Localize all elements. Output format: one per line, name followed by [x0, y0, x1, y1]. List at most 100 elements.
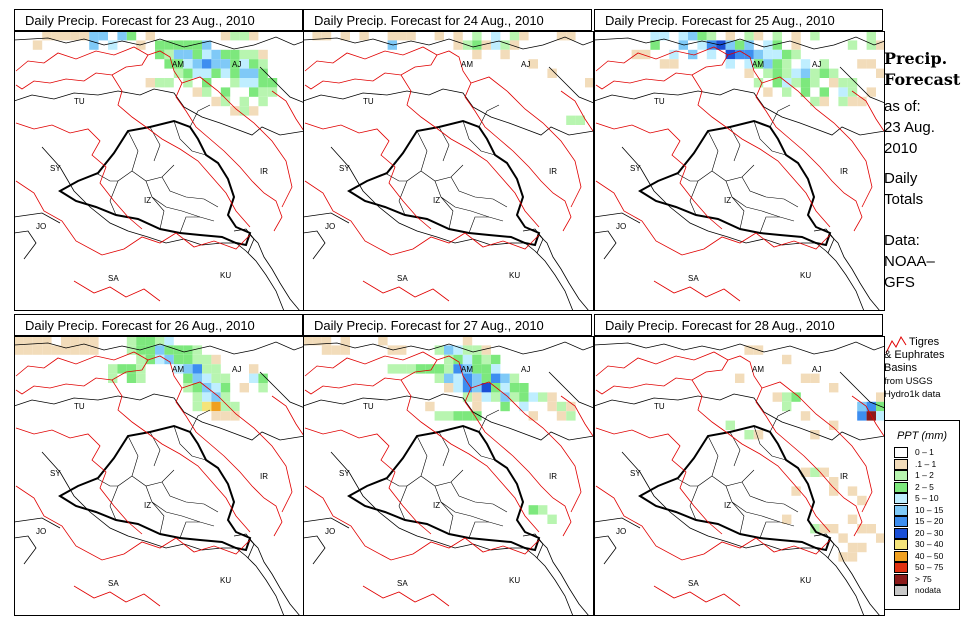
country-border: [183, 106, 305, 136]
map-27aug: AM AJ TU SY IR IZ JO SA KU: [303, 336, 594, 616]
country-border: [14, 535, 37, 565]
map-28aug: AM AJ TU SY IR IZ JO SA KU: [594, 336, 885, 616]
legend-swatch: [894, 527, 908, 539]
legend-item: 30 – 40: [885, 539, 959, 551]
precip-cell: [126, 364, 137, 374]
basin-outline: [470, 381, 582, 513]
basin-outline: [400, 74, 540, 228]
precip-cell: [89, 336, 99, 346]
precip-cell: [453, 383, 463, 393]
map-label-am: AM: [461, 365, 473, 374]
country-border: [594, 341, 885, 355]
precip-cell: [491, 373, 501, 383]
data-line2: NOAA–: [884, 253, 935, 270]
map-label-sa: SA: [688, 274, 699, 283]
precip-cell: [173, 59, 184, 69]
legend-swatch: [894, 481, 908, 493]
precip-cell: [220, 373, 231, 383]
precip-cell: [303, 336, 313, 346]
precip-cell: [800, 467, 811, 477]
precip-cell: [359, 31, 369, 41]
basin-outline: [15, 46, 149, 90]
province-border: [731, 501, 745, 535]
legend-label: 10 – 15: [915, 504, 944, 515]
basin-outline: [691, 74, 831, 228]
map-label-iz: IZ: [144, 196, 151, 205]
precip-cell: [472, 383, 482, 393]
map-label-sy: SY: [339, 469, 350, 478]
precip-cell: [500, 401, 510, 412]
province-border: [741, 481, 799, 513]
precip-cell: [810, 373, 820, 383]
precip-cell: [481, 40, 491, 50]
precip-cell: [164, 336, 174, 346]
precip-cell: [876, 411, 885, 421]
precip-cell: [472, 401, 482, 412]
precip-cell: [819, 87, 829, 97]
precip-cell: [688, 31, 698, 41]
precip-cell: [211, 96, 221, 107]
map-label-sa: SA: [108, 579, 119, 588]
map-frame: [594, 31, 885, 311]
precip-cell: [791, 392, 801, 402]
precip-cell: [211, 49, 221, 60]
legend-item: nodata: [885, 585, 959, 597]
map-label-am: AM: [172, 365, 184, 374]
basin-outline: [73, 585, 161, 607]
precip-cell: [819, 524, 829, 534]
precip-cell: [202, 49, 212, 60]
basin-outline: [304, 351, 438, 395]
province-border: [725, 180, 795, 222]
legend-item: .1 – 1: [885, 458, 959, 471]
map-label-sy: SY: [630, 469, 641, 478]
precip-cell: [340, 336, 350, 346]
precip-cell: [472, 345, 482, 355]
precip-cell: [866, 401, 876, 412]
precip-cell: [857, 524, 867, 534]
precip-cell: [249, 59, 259, 69]
country-border: [594, 535, 617, 565]
precip-cell: [566, 115, 576, 125]
country-border: [14, 341, 305, 355]
precip-cell: [650, 40, 660, 50]
precip-cell: [155, 78, 165, 88]
precip-cell: [753, 430, 764, 440]
precip-cell: [744, 59, 754, 69]
legend-label: 5 – 10: [915, 493, 939, 503]
precip-cell: [434, 364, 444, 374]
legend-item: 0 – 1: [885, 447, 959, 459]
precip-cell: [202, 392, 212, 402]
map-label-tu: TU: [363, 402, 374, 411]
precip-cell: [866, 59, 876, 69]
precip-cell: [462, 411, 473, 421]
data-line1: Data:: [884, 232, 920, 249]
daily-line1: Daily: [884, 170, 918, 187]
precip-cell: [145, 345, 155, 355]
precip-cell: [838, 87, 848, 97]
precip-cell: [800, 87, 811, 97]
precip-cell: [735, 373, 745, 383]
precip-cell: [744, 49, 754, 60]
precip-cell: [782, 354, 792, 365]
precip-cell: [556, 401, 567, 412]
basin-outline: [15, 485, 251, 561]
precip-cell: [753, 49, 764, 60]
precip-cell: [42, 336, 52, 346]
country-border: [303, 36, 594, 50]
map-label-jo: JO: [616, 527, 626, 536]
precip-cell: [211, 373, 221, 383]
precip-cell: [472, 373, 482, 383]
precip-cell: [876, 40, 885, 50]
basin-outline: [851, 395, 885, 437]
precip-cell: [211, 401, 221, 412]
precip-cell: [378, 336, 388, 346]
precip-cell: [791, 68, 801, 78]
map-label-aj: AJ: [812, 60, 821, 69]
legend-label: .1 – 1: [915, 458, 937, 469]
precip-cell: [183, 68, 193, 78]
map-label-sy: SY: [50, 469, 61, 478]
precip-cell: [528, 505, 538, 515]
legend-swatch: [894, 550, 908, 562]
country-border: [594, 88, 765, 108]
